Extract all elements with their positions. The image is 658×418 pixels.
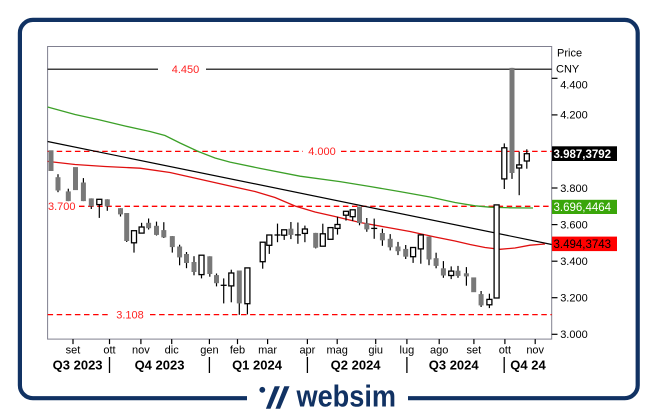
svg-text:set: set <box>66 345 81 357</box>
svg-text:Q1 2024: Q1 2024 <box>232 358 283 373</box>
svg-text:giu: giu <box>368 345 383 357</box>
svg-text:ott: ott <box>103 345 115 357</box>
svg-text:4.400: 4.400 <box>560 79 588 91</box>
svg-text:Q4 2023: Q4 2023 <box>135 358 185 373</box>
svg-text:3.200: 3.200 <box>560 293 588 305</box>
svg-text:Q3 2024: Q3 2024 <box>429 358 480 373</box>
svg-text:dic: dic <box>165 345 180 357</box>
svg-text:feb: feb <box>230 345 245 357</box>
svg-text:4.000: 4.000 <box>308 146 336 158</box>
svg-text:3.494,3743: 3.494,3743 <box>554 239 612 251</box>
svg-text:Q4 24: Q4 24 <box>510 358 546 373</box>
svg-text:lug: lug <box>400 345 415 357</box>
svg-text:4.200: 4.200 <box>560 110 588 122</box>
svg-text:3.108: 3.108 <box>116 309 144 321</box>
svg-text:CNY: CNY <box>556 64 580 76</box>
svg-text:apr: apr <box>299 345 315 357</box>
svg-text:ago: ago <box>430 345 448 357</box>
svg-text:mar: mar <box>258 345 277 357</box>
svg-text:gen: gen <box>200 345 218 357</box>
svg-text:3.800: 3.800 <box>560 183 588 195</box>
svg-text:mag: mag <box>326 345 347 357</box>
svg-text:set: set <box>467 345 482 357</box>
svg-text:3.700: 3.700 <box>48 201 76 213</box>
svg-text:ott: ott <box>499 345 511 357</box>
svg-text:Q3 2023: Q3 2023 <box>53 358 103 373</box>
svg-text:websim: websim <box>296 379 396 414</box>
svg-text:4.450: 4.450 <box>172 64 200 76</box>
svg-text:3.696,4464: 3.696,4464 <box>554 202 612 214</box>
svg-text:nov: nov <box>526 345 544 357</box>
svg-text:3.600: 3.600 <box>560 219 588 231</box>
svg-text:Q2 2024: Q2 2024 <box>331 358 382 373</box>
svg-text:3.987,3792: 3.987,3792 <box>554 149 612 161</box>
svg-text:3.000: 3.000 <box>560 329 588 341</box>
svg-text:3.400: 3.400 <box>560 256 588 268</box>
svg-text:nov: nov <box>132 345 150 357</box>
svg-text:Price: Price <box>557 48 582 60</box>
